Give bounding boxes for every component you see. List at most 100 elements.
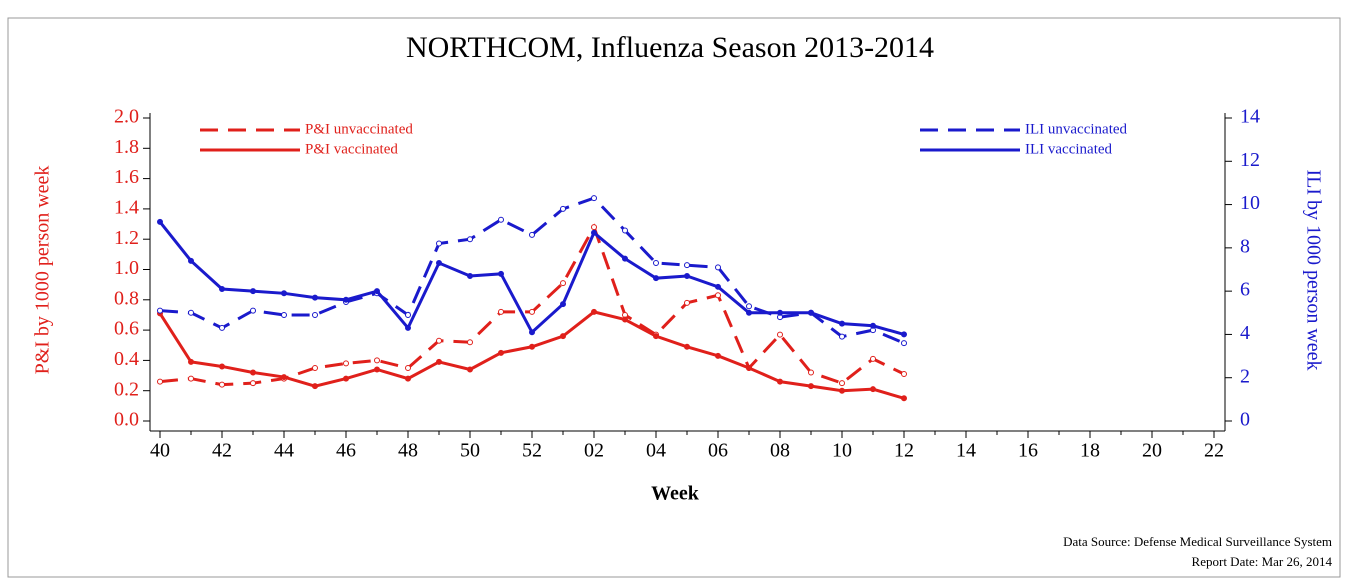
point-marker bbox=[405, 311, 411, 318]
x-tick-label: 02 bbox=[584, 440, 604, 462]
point-marker bbox=[250, 380, 256, 387]
point-marker bbox=[467, 236, 473, 243]
point-marker bbox=[219, 363, 225, 370]
point-marker bbox=[870, 355, 876, 362]
point-marker bbox=[684, 343, 690, 350]
point-marker bbox=[715, 292, 721, 299]
x-tick-label: 44 bbox=[274, 440, 294, 462]
point-marker bbox=[498, 270, 504, 277]
x-tick-label: 42 bbox=[212, 440, 232, 462]
point-marker bbox=[188, 257, 194, 264]
point-marker bbox=[622, 255, 628, 262]
x-axis-label: Week bbox=[651, 483, 700, 505]
point-marker bbox=[808, 309, 814, 316]
point-marker bbox=[467, 366, 473, 373]
point-marker bbox=[405, 324, 411, 331]
frame bbox=[7, 17, 1341, 578]
point-marker bbox=[560, 280, 566, 287]
point-marker bbox=[157, 218, 163, 225]
point-marker bbox=[529, 329, 535, 336]
point-marker bbox=[250, 369, 256, 376]
point-marker bbox=[901, 371, 907, 378]
point-marker bbox=[901, 340, 907, 347]
y2-tick-label: 8 bbox=[1240, 235, 1250, 257]
source-note: Data Source: Defense Medical Surveillanc… bbox=[1063, 534, 1332, 549]
x-tick-label: 14 bbox=[956, 440, 976, 462]
point-marker bbox=[839, 320, 845, 327]
point-marker bbox=[281, 290, 287, 297]
point-marker bbox=[250, 288, 256, 295]
point-marker bbox=[312, 311, 318, 318]
point-marker bbox=[529, 231, 535, 238]
x-tick-label: 08 bbox=[770, 440, 790, 462]
point-marker bbox=[746, 303, 752, 310]
point-marker bbox=[157, 307, 163, 314]
point-marker bbox=[405, 375, 411, 382]
point-marker bbox=[901, 331, 907, 338]
point-marker bbox=[219, 285, 225, 292]
series-line bbox=[158, 220, 905, 336]
point-marker bbox=[312, 294, 318, 301]
point-marker bbox=[560, 333, 566, 340]
point-marker bbox=[591, 195, 597, 202]
point-marker bbox=[405, 364, 411, 371]
point-marker bbox=[498, 308, 504, 315]
x-tick-label: 52 bbox=[522, 440, 542, 462]
point-marker bbox=[436, 260, 442, 267]
point-marker bbox=[684, 272, 690, 279]
series-line bbox=[159, 196, 905, 345]
y-tick-label: 0.6 bbox=[114, 318, 139, 340]
point-marker bbox=[188, 358, 194, 365]
point-marker bbox=[343, 360, 349, 367]
y2-tick-label: 2 bbox=[1240, 365, 1250, 387]
point-marker bbox=[715, 264, 721, 271]
y-tick-label: 1.8 bbox=[114, 136, 139, 158]
series-line bbox=[159, 223, 905, 387]
point-marker bbox=[684, 299, 690, 306]
legend-label: ILI unvaccinated bbox=[1025, 121, 1128, 137]
x-tick-label: 16 bbox=[1018, 440, 1038, 462]
point-marker bbox=[436, 358, 442, 365]
point-marker bbox=[219, 381, 225, 388]
point-marker bbox=[777, 378, 783, 385]
y2-axis-label: ILI by 1000 person week bbox=[1302, 169, 1324, 370]
y2-tick-label: 12 bbox=[1240, 149, 1260, 171]
y-tick-label: 0.0 bbox=[114, 409, 139, 431]
point-marker bbox=[777, 331, 783, 338]
point-marker bbox=[281, 311, 287, 318]
x-tick-label: 20 bbox=[1142, 440, 1162, 462]
point-marker bbox=[591, 229, 597, 236]
x-tick-label: 06 bbox=[708, 440, 728, 462]
legend-label: P&I unvaccinated bbox=[305, 121, 413, 137]
point-marker bbox=[467, 272, 473, 279]
point-marker bbox=[653, 333, 659, 340]
point-marker bbox=[746, 364, 752, 371]
x-tick-label: 48 bbox=[398, 440, 418, 462]
point-marker bbox=[715, 283, 721, 290]
point-marker bbox=[560, 205, 566, 212]
y2-tick-label: 0 bbox=[1240, 409, 1250, 431]
legend-label: ILI vaccinated bbox=[1025, 141, 1113, 157]
point-marker bbox=[870, 322, 876, 329]
y-tick-label: 0.8 bbox=[114, 287, 139, 309]
y-tick-label: 0.2 bbox=[114, 378, 139, 400]
point-marker bbox=[312, 383, 318, 390]
point-marker bbox=[498, 216, 504, 223]
point-marker bbox=[374, 357, 380, 364]
point-marker bbox=[157, 378, 163, 385]
point-marker bbox=[653, 260, 659, 267]
point-marker bbox=[436, 240, 442, 247]
x-tick-label: 18 bbox=[1080, 440, 1100, 462]
report-date: Report Date: Mar 26, 2014 bbox=[1192, 554, 1333, 569]
y-tick-label: 1.6 bbox=[114, 166, 139, 188]
point-marker bbox=[250, 307, 256, 314]
point-marker bbox=[219, 324, 225, 331]
point-marker bbox=[839, 333, 845, 340]
point-marker bbox=[560, 301, 566, 308]
y-tick-label: 1.0 bbox=[114, 257, 139, 279]
point-marker bbox=[808, 369, 814, 376]
point-marker bbox=[839, 387, 845, 394]
x-tick-label: 50 bbox=[460, 440, 480, 462]
x-tick-label: 10 bbox=[832, 440, 852, 462]
point-marker bbox=[684, 262, 690, 269]
